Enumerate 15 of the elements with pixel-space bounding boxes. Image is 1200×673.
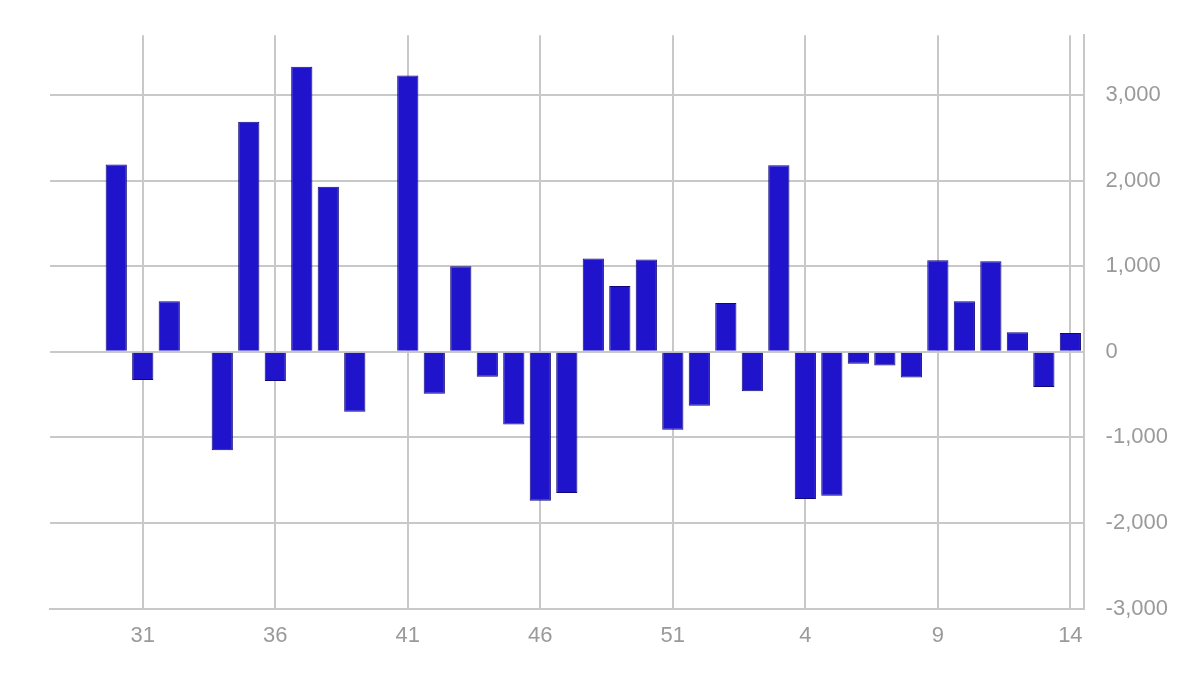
x-tick-label: 41 [395, 621, 421, 647]
y-tick-label: -3,000 [1105, 594, 1169, 620]
x-tick-label: 31 [130, 621, 155, 647]
y-tick-label: -2,000 [1105, 509, 1169, 535]
x-tick-label: 14 [1058, 621, 1083, 647]
y-tick-label: 3,000 [1105, 81, 1161, 107]
y-tick-label: 2,000 [1105, 166, 1161, 192]
y-tick-label: 0 [1105, 337, 1118, 363]
y-tick-label: -1,000 [1105, 423, 1169, 449]
y-tick-label: 1,000 [1105, 252, 1161, 278]
x-tick-label: 4 [799, 621, 812, 647]
x-tick-label: 46 [528, 621, 553, 647]
x-tick-label: 51 [660, 621, 686, 647]
x-tick-label: 36 [263, 621, 288, 647]
x-tick-label: 9 [931, 621, 944, 647]
